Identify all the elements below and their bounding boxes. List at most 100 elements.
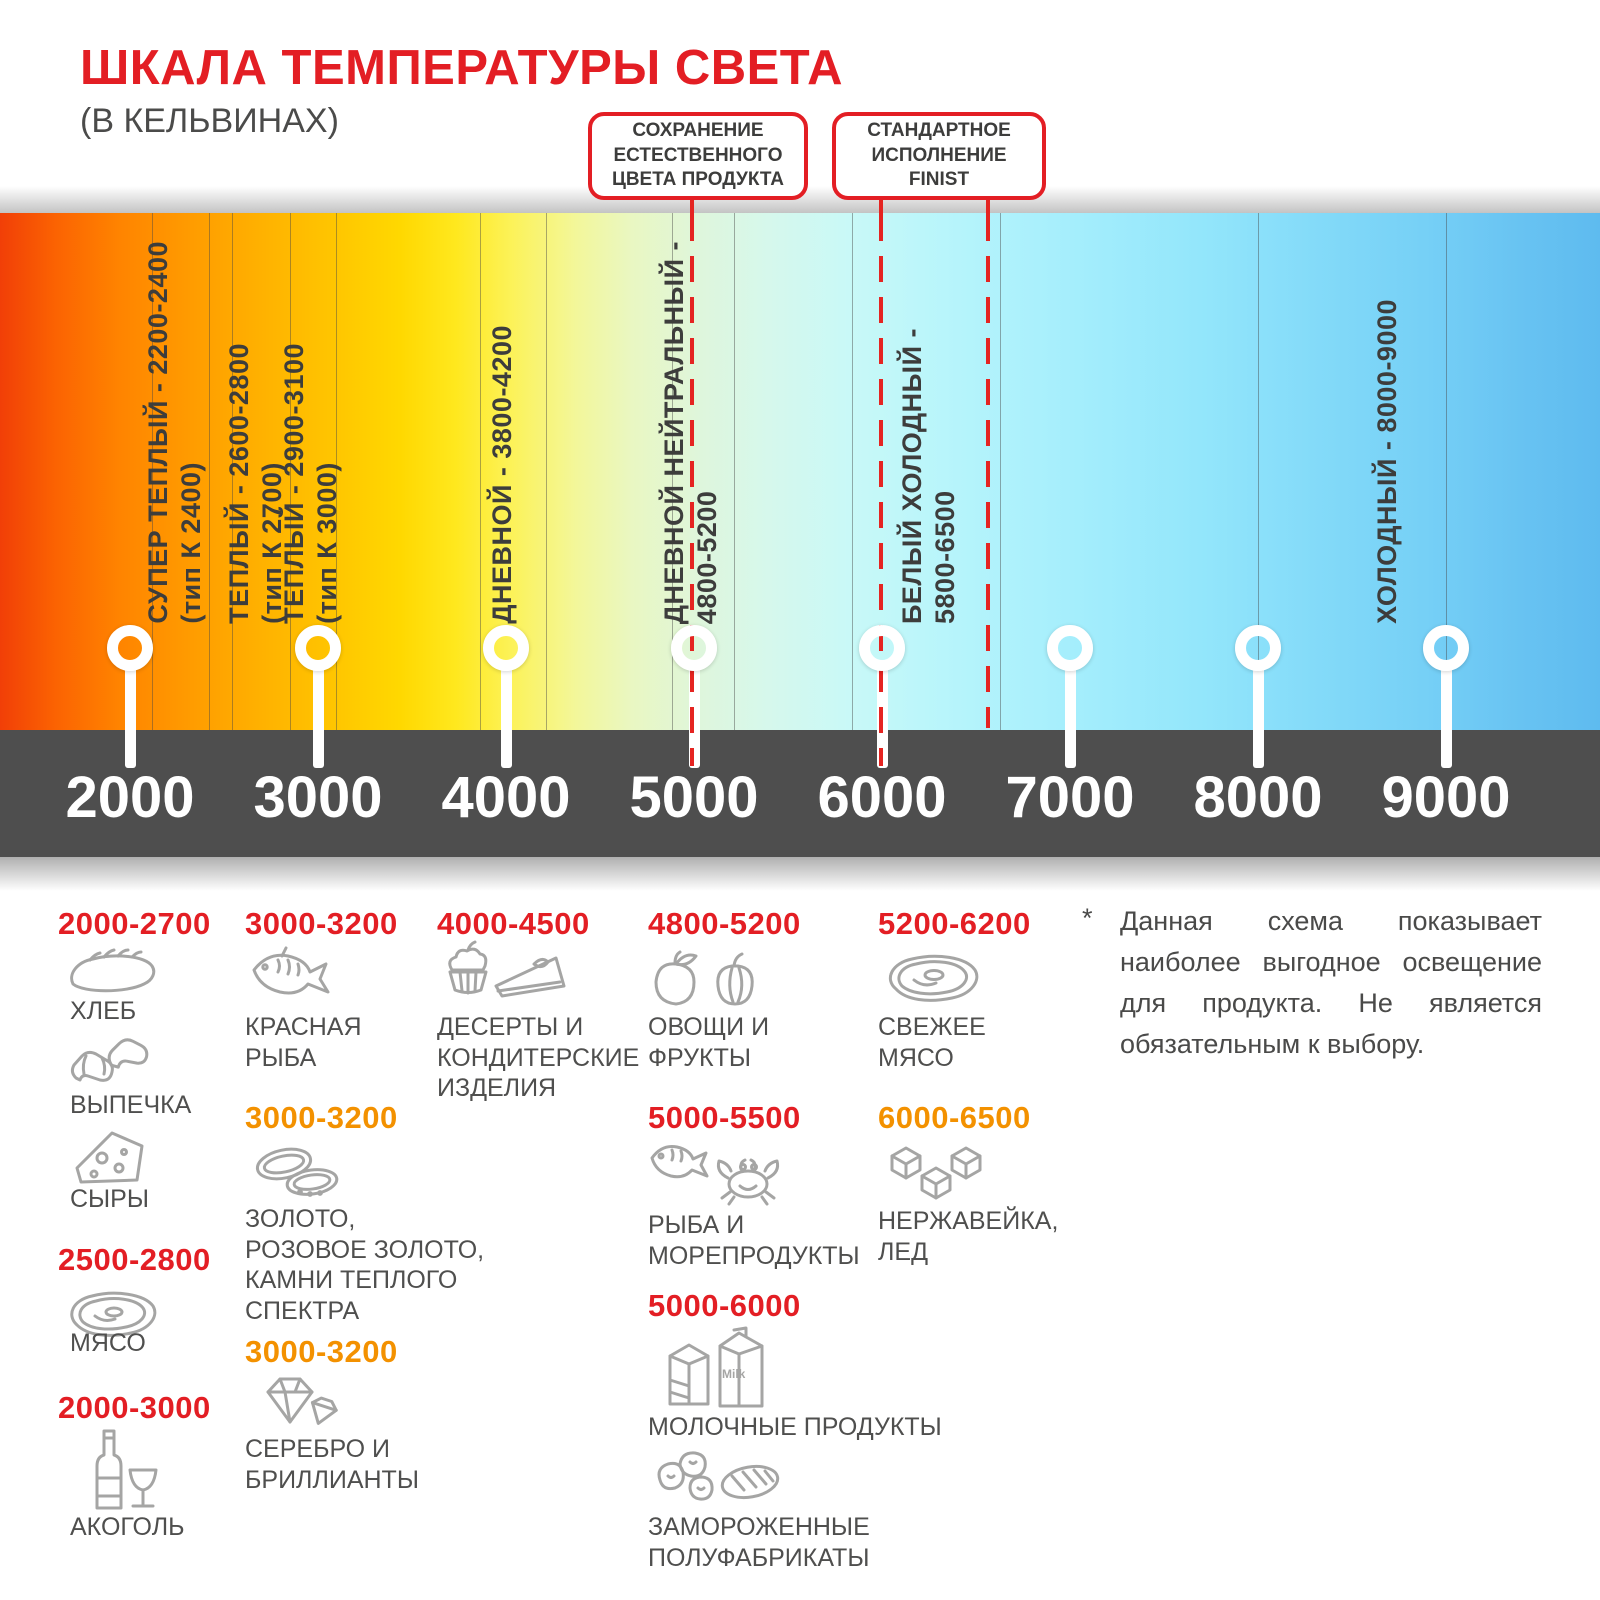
- callout-stem: [690, 194, 694, 215]
- callout-stem: [986, 194, 990, 215]
- scale-marker-9000: [1423, 625, 1469, 671]
- axis-tick-label: 9000: [1381, 765, 1511, 830]
- callout-stem: [879, 194, 883, 215]
- dashed-line-5000k: [690, 215, 694, 766]
- footnote-marker: *: [1082, 903, 1093, 933]
- cheese-icon: [72, 1126, 148, 1191]
- axis-tick-label: 5000: [629, 765, 759, 830]
- segment-boundary-line: [336, 213, 337, 730]
- product-label: СЕРЕБРО И БРИЛЛИАНТЫ: [245, 1435, 419, 1494]
- croissant-icon: [64, 1030, 158, 1097]
- scale-marker-4000: [483, 625, 529, 671]
- product-label: СВЕЖЕЕ МЯСО: [878, 1013, 986, 1072]
- scale-marker-8000: [1235, 625, 1281, 671]
- product-label: ЗОЛОТО, РОЗОВОЕ ЗОЛОТО, КАМНИ ТЕПЛОГО СП…: [245, 1205, 485, 1325]
- seafood-icon: [648, 1136, 786, 1213]
- segment-label-warm-3000: ТЕПЛЫЙ - 2900-3100 (тип К 3000): [279, 343, 342, 624]
- fresh-meat-icon: [880, 946, 986, 1013]
- bread-icon: [66, 948, 158, 1001]
- product-label: НЕРЖАВЕЙКА, ЛЕД: [878, 1207, 1059, 1266]
- marker-stem: [312, 660, 324, 768]
- dashed-line-6500k: [986, 215, 990, 728]
- segment-boundary-line: [232, 213, 233, 730]
- range-header: 5000-5500: [648, 1100, 801, 1135]
- axis-tick-label: 2000: [65, 765, 195, 830]
- range-header: 3000-3200: [245, 1334, 398, 1369]
- alcohol-icon: [82, 1426, 164, 1515]
- product-label: МЯСО: [70, 1329, 146, 1357]
- product-label: СЫРЫ: [70, 1185, 149, 1213]
- range-header: 3000-3200: [245, 906, 398, 941]
- callout-natural-color: СОХРАНЕНИЕ ЕСТЕСТВЕННОГО ЦВЕТА ПРОДУКТА: [588, 112, 808, 200]
- product-label: АКОГОЛЬ: [70, 1513, 185, 1541]
- scale-marker-7000: [1047, 625, 1093, 671]
- footnote-text: Данная схема показывает наиболее выгодно…: [1120, 906, 1542, 1060]
- segment-boundary-line: [1446, 213, 1447, 730]
- segment-boundary-line: [480, 213, 481, 730]
- page-title: ШКАЛА ТЕМПЕРАТУРЫ СВЕТА: [80, 41, 844, 95]
- jewelry-rings-icon: [252, 1142, 346, 1205]
- segment-boundary-line: [152, 213, 153, 730]
- ice-cubes-icon: [886, 1140, 988, 1209]
- product-label: ОВОЩИ И ФРУКТЫ: [648, 1013, 770, 1072]
- marker-stem: [1064, 660, 1076, 768]
- range-header: 2000-3000: [58, 1390, 211, 1425]
- fish-icon: [248, 944, 334, 1015]
- marker-stem: [124, 660, 136, 768]
- segment-boundary-line: [672, 213, 673, 730]
- range-header: 3000-3200: [245, 1100, 398, 1135]
- segment-boundary-line: [734, 213, 735, 730]
- axis-tick-label: 4000: [441, 765, 571, 830]
- dessert-icon: [438, 940, 576, 1017]
- marker-stem: [688, 660, 700, 768]
- dashed-line-6000k: [879, 215, 883, 766]
- range-header: 6000-6500: [878, 1100, 1031, 1135]
- segment-boundary-line: [1258, 213, 1259, 730]
- marker-stem: [500, 660, 512, 768]
- segment-label-cold: ХОЛОДНЫЙ - 8000-9000: [1372, 299, 1402, 624]
- range-header: 5200-6200: [878, 906, 1031, 941]
- marker-stem: [1440, 660, 1452, 768]
- product-label: ДЕСЕРТЫ И КОНДИТЕРСКИЕ ИЗДЕЛИЯ: [437, 1013, 640, 1102]
- segment-label-white-cold: БЕЛЫЙ ХОЛОДНЫЙ - 5800-6500: [897, 328, 960, 624]
- product-label: ЗАМОРОЖЕННЫЕ ПОЛУФАБРИКАТЫ: [648, 1513, 870, 1572]
- segment-boundary-line: [209, 213, 210, 730]
- callout-finist-standard: СТАНДАРТНОЕ ИСПОЛНЕНИЕ FINIST: [832, 112, 1046, 200]
- range-header: 4800-5200: [648, 906, 801, 941]
- scale-marker-3000: [295, 625, 341, 671]
- axis-tick-label: 7000: [1005, 765, 1135, 830]
- segment-boundary-line: [1000, 213, 1001, 730]
- bar-bottom-shadow: [0, 857, 1600, 891]
- meat-icon: [62, 1284, 164, 1347]
- axis-tick-label: 6000: [817, 765, 947, 830]
- page-subtitle: (В КЕЛЬВИНАХ): [80, 102, 339, 140]
- product-label: МОЛОЧНЫЕ ПРОДУКТЫ: [648, 1413, 942, 1441]
- segment-boundary-line: [852, 213, 853, 730]
- axis-tick-label: 8000: [1193, 765, 1323, 830]
- frozen-food-icon: [648, 1446, 786, 1515]
- segment-boundary-line: [546, 213, 547, 730]
- scale-marker-2000: [107, 625, 153, 671]
- product-label: РЫБА И МОРЕПРОДУКТЫ: [648, 1211, 860, 1270]
- dairy-icon: Milk: [662, 1316, 774, 1415]
- segment-label-super-warm: СУПЕР ТЕПЛЫЙ - 2200-2400 (тип К 2400): [143, 241, 206, 624]
- range-header: 4000-4500: [437, 906, 590, 941]
- segment-label-daylight: ДНЕВНОЙ - 3800-4200: [487, 325, 517, 624]
- segment-boundary-line: [290, 213, 291, 730]
- diamond-icon: [256, 1372, 342, 1437]
- range-header: 2500-2800: [58, 1242, 211, 1277]
- marker-stem: [1252, 660, 1264, 768]
- product-label: ВЫПЕЧКА: [70, 1091, 192, 1119]
- axis-tick-label: 3000: [253, 765, 383, 830]
- range-header: 5000-6000: [648, 1288, 801, 1323]
- scale-marker-5000: [671, 625, 717, 671]
- kelvin-axis-bar: 2000 3000 4000 5000 6000 7000 8000 9000: [0, 730, 1600, 857]
- product-label: ХЛЕБ: [70, 997, 137, 1025]
- product-label: КРАСНАЯ РЫБА: [245, 1013, 362, 1072]
- temperature-gradient-band: СУПЕР ТЕПЛЫЙ - 2200-2400 (тип К 2400) ТЕ…: [0, 213, 1600, 730]
- milk-carton-text: Milk: [722, 1367, 746, 1381]
- scale-marker-6000: [859, 625, 905, 671]
- range-header: 2000-2700: [58, 906, 211, 941]
- fruits-vegetables-icon: [648, 940, 770, 1017]
